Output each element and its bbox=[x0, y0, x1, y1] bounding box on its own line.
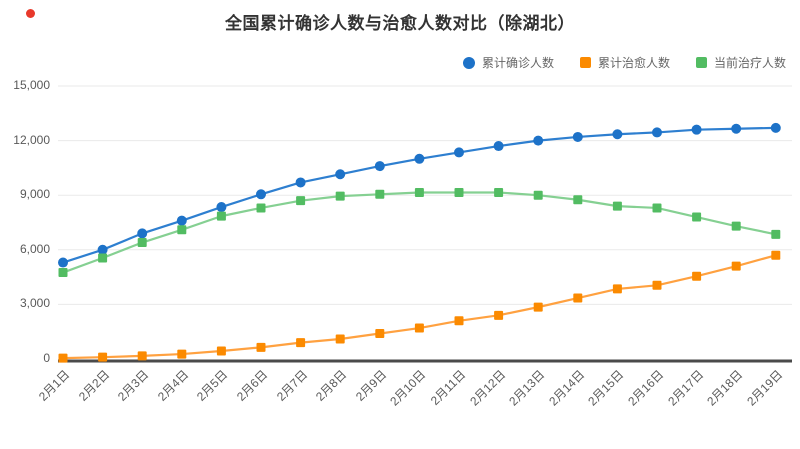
legend-item-in-treatment[interactable]: 当前治疗人数 bbox=[695, 54, 786, 71]
chart-legend: 累计确诊人数 累计治愈人数 当前治疗人数 bbox=[462, 54, 786, 71]
legend-item-confirmed[interactable]: 累计确诊人数 bbox=[462, 54, 554, 71]
y-axis-label: 6,000 bbox=[19, 241, 50, 256]
series-markers bbox=[58, 122, 781, 363]
chart-page: 全国累计确诊人数与治愈人数对比（除湖北） 累计确诊人数 累计治愈人数 当前治疗人… bbox=[0, 0, 800, 416]
record-dot-icon bbox=[26, 9, 35, 18]
y-axis-label: 15,000 bbox=[13, 78, 50, 92]
y-axis-label: 9,000 bbox=[19, 187, 50, 202]
legend-label: 累计治愈人数 bbox=[597, 56, 670, 70]
y-axis-label: 0 bbox=[43, 351, 50, 365]
chart-title: 全国累计确诊人数与治愈人数对比（除湖北） bbox=[225, 14, 575, 33]
legend-square-marker-icon bbox=[579, 57, 591, 68]
gridlines bbox=[58, 85, 792, 305]
legend-label: 当前治疗人数 bbox=[713, 56, 786, 70]
legend-square-marker-icon bbox=[695, 57, 707, 68]
line-chart-canvas[interactable] bbox=[0, 0, 800, 416]
y-axis-label: 3,000 bbox=[19, 296, 50, 311]
y-axis-label: 12,000 bbox=[13, 132, 50, 147]
legend-item-cured[interactable]: 累计治愈人数 bbox=[579, 54, 670, 71]
legend-label: 累计确诊人数 bbox=[481, 56, 554, 70]
legend-circle-marker-icon bbox=[462, 56, 475, 69]
